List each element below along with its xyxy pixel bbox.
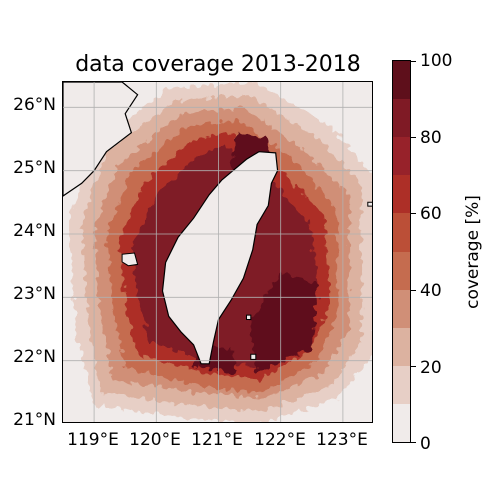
small-island: [246, 314, 252, 320]
colorbar-label: coverage [%]: [463, 195, 483, 309]
map-title: data coverage 2013-2018: [75, 52, 361, 77]
colorbar-tick-mark: [411, 61, 416, 62]
islands: [63, 82, 372, 365]
colorbar-tick-mark: [411, 366, 416, 367]
colorbar-tick-80: 80: [420, 128, 442, 148]
colorbar-band: [393, 290, 410, 328]
colorbar-band: [393, 252, 410, 290]
lon-label-121: 121°E: [191, 430, 243, 450]
lon-label-120: 120°E: [129, 430, 181, 450]
lon-label-119: 119°E: [67, 430, 119, 450]
colorbar-band: [393, 366, 410, 404]
colorbar-band: [393, 404, 410, 442]
coverage-map: [62, 81, 373, 423]
colorbar: [392, 60, 411, 443]
lon-label-123: 123°E: [316, 430, 368, 450]
lat-label-23: 23°N: [13, 284, 56, 304]
colorbar-band: [393, 213, 410, 252]
lat-label-21: 21°N: [13, 410, 56, 430]
colorbar-tick-mark: [411, 442, 416, 443]
penghu-island: [121, 252, 139, 267]
colorbar-band: [393, 61, 410, 99]
colorbar-band: [393, 137, 410, 175]
coverage-map-canvas: [63, 82, 372, 422]
small-island: [250, 353, 257, 360]
colorbar-tick-mark: [411, 213, 416, 214]
lat-label-25: 25°N: [13, 158, 56, 178]
colorbar-tick-100: 100: [420, 51, 453, 71]
colorbar-tick-0: 0: [420, 434, 431, 454]
colorbar-band: [393, 175, 410, 213]
colorbar-tick-mark: [411, 290, 416, 291]
colorbar-tick-20: 20: [420, 358, 442, 378]
colorbar-tick-40: 40: [420, 281, 442, 301]
colorbar-band: [393, 99, 410, 137]
lat-label-26: 26°N: [13, 95, 56, 115]
lat-label-22: 22°N: [13, 347, 56, 367]
colorbar-tick-mark: [411, 137, 416, 138]
colorbar-tick-60: 60: [420, 204, 442, 224]
taiwan-island: [161, 151, 279, 365]
graticule: [63, 82, 372, 422]
lon-label-122: 122°E: [254, 430, 306, 450]
small-island: [367, 201, 372, 207]
lat-label-24: 24°N: [13, 221, 56, 241]
colorbar-band: [393, 328, 410, 366]
mainland-coast: [63, 82, 139, 197]
